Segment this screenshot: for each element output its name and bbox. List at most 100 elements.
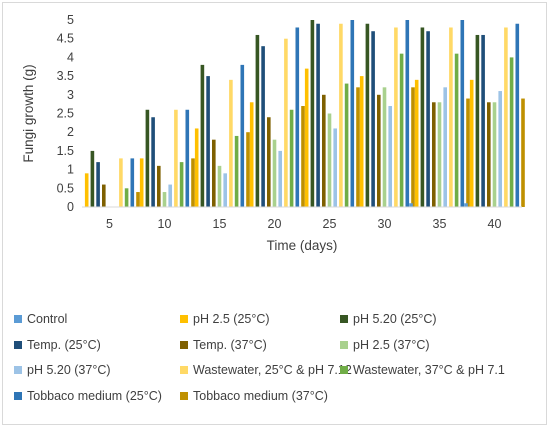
bar (409, 203, 413, 207)
bar (151, 117, 155, 207)
legend-label: pH 5.20 (25°C) (353, 312, 437, 326)
y-axis-ticks: 0 0.5 1 1.5 2 2.5 3 3.5 4 4.5 5 (57, 13, 74, 214)
bar (304, 68, 309, 208)
legend-swatch (340, 315, 348, 323)
bar (316, 23, 320, 207)
bar (249, 102, 254, 207)
bar (464, 203, 468, 207)
bar (168, 184, 172, 207)
legend-item: Wastewater, 37°C & pH 7.1 (340, 363, 505, 377)
legend-item: Tobbaco medium (37°C) (180, 389, 328, 403)
bar (509, 57, 514, 208)
x-tick-label: 30 (378, 217, 392, 231)
legend-swatch (180, 340, 188, 349)
bar (466, 98, 470, 207)
legend-label: Wastewater, 37°C & pH 7.1 (353, 363, 505, 377)
x-tick-label: 15 (213, 217, 227, 231)
legend-item: pH 5.20 (25°C) (340, 312, 437, 326)
bar (130, 158, 135, 207)
bar (179, 162, 184, 207)
legend-swatch (14, 366, 22, 374)
x-tick-label: 5 (106, 217, 113, 231)
bar (162, 192, 167, 207)
bar (475, 34, 480, 208)
legend-label: Wastewater, 25°C & pH 7.12 (193, 363, 352, 377)
legend-item: Control (14, 312, 67, 326)
y-tick-label: 3 (67, 88, 74, 102)
x-tick-label: 20 (268, 217, 282, 231)
bar (191, 158, 195, 207)
legend-item: pH 5.20 (37°C) (14, 363, 111, 377)
bar (90, 150, 95, 207)
bar (420, 27, 425, 208)
bar (278, 150, 282, 207)
legend-label: pH 5.20 (37°C) (27, 363, 111, 377)
x-tick-label: 25 (323, 217, 337, 231)
y-tick-label: 2.5 (57, 107, 74, 121)
y-axis-title: Fungi growth (g) (21, 64, 36, 162)
bar (102, 184, 106, 207)
y-tick-label: 3.5 (57, 69, 74, 83)
y-tick-label: 4 (67, 50, 74, 64)
bar (382, 87, 387, 207)
legend-label: pH 2.5 (25°C) (193, 312, 270, 326)
bar (234, 135, 239, 207)
bar (377, 94, 381, 207)
bar (174, 109, 178, 207)
legend-item: Temp. (25°C) (14, 338, 101, 352)
bar (339, 23, 343, 207)
bar (295, 27, 300, 208)
bar (145, 109, 150, 207)
legend-swatch (180, 315, 188, 323)
y-tick-label: 0.5 (57, 181, 74, 195)
bar (322, 94, 326, 207)
legend-swatch (180, 366, 188, 374)
legend-label: Tobbaco medium (25°C) (27, 388, 162, 403)
legend-label: Control (27, 312, 68, 326)
bar (284, 38, 288, 208)
bar (350, 20, 355, 207)
bar (443, 87, 447, 207)
bar (365, 23, 370, 207)
x-tick-label: 10 (158, 217, 172, 231)
bar (327, 113, 332, 207)
bar (194, 128, 199, 207)
bar (492, 102, 497, 207)
legend-label: pH 2.5 (37°C) (353, 337, 430, 352)
y-tick-label: 1 (67, 163, 74, 177)
bar (454, 53, 459, 207)
bar (272, 139, 277, 207)
bar (96, 162, 100, 207)
y-tick-label: 4.5 (57, 32, 74, 46)
x-axis-ticks: 5 10 15 20 25 30 35 40 (106, 217, 501, 231)
bar (487, 102, 491, 207)
legend-swatch (14, 315, 22, 323)
bar (84, 173, 89, 207)
legend-item: Wastewater, 25°C & pH 7.12 (180, 363, 352, 377)
bar-series (84, 20, 525, 208)
bar (460, 20, 465, 207)
bar (371, 31, 375, 207)
bar (356, 87, 360, 207)
bar (388, 106, 392, 207)
bar (206, 76, 210, 207)
bar (333, 128, 337, 207)
legend-label: Temp. (37°C) (193, 337, 267, 352)
legend-item: Temp. (37°C) (180, 338, 267, 352)
legend-item: Tobbaco medium (25°C) (14, 389, 162, 403)
bar (310, 20, 315, 207)
bar (212, 139, 216, 207)
bar (504, 27, 508, 208)
bar (399, 53, 404, 207)
bar (414, 79, 419, 207)
bar (185, 109, 190, 207)
legend-item: pH 2.5 (37°C) (340, 338, 430, 352)
bar (394, 27, 398, 208)
legend-swatch (14, 340, 22, 349)
bar (432, 102, 436, 207)
bar (223, 173, 227, 207)
x-tick-label: 35 (433, 217, 447, 231)
legend-swatch (340, 366, 348, 374)
legend-swatch (180, 391, 188, 400)
legend-swatch (340, 340, 348, 349)
